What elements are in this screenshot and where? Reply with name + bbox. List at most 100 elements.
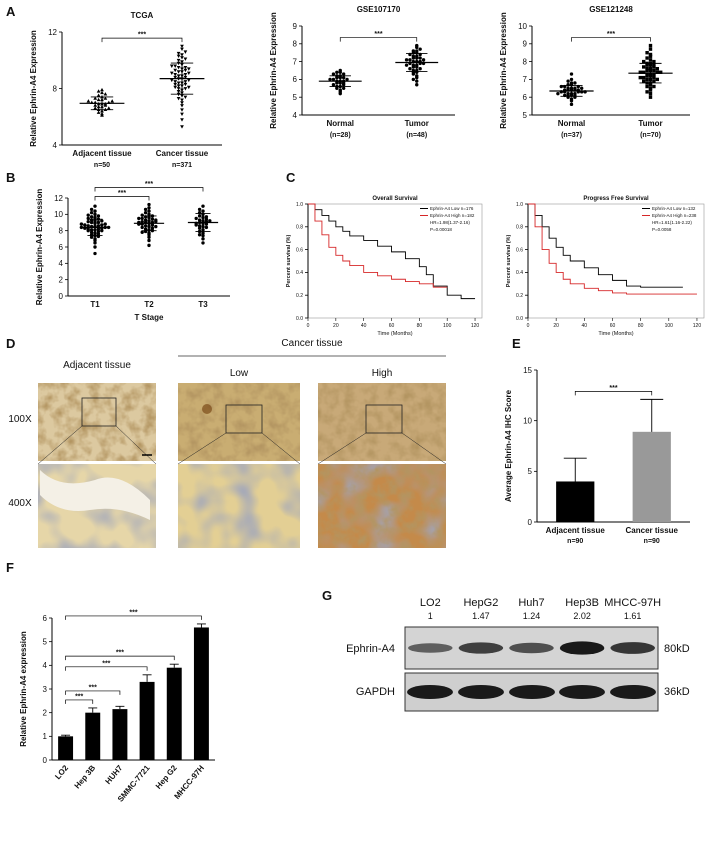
y-tick-label: 0.8 [516,225,523,231]
data-point [150,223,155,227]
data-point [147,212,151,217]
x-tick-label: T1 [90,300,100,309]
data-point [183,95,188,100]
data-point [411,77,416,82]
y-axis-label: Relative Ephrin-A4 Expression [29,30,38,147]
data-point [573,91,577,96]
x-tick-label: 0 [307,323,310,329]
blot-band [509,642,554,654]
x-tick-sublabel: n=371 [172,162,192,169]
data-point [655,67,659,71]
data-point [176,65,181,70]
data-point [89,215,94,219]
blot-size-label: 36kD [664,686,690,698]
data-point [180,104,184,108]
data-point [411,54,416,58]
data-point [580,86,584,91]
y-tick-label: 4 [53,141,58,150]
panel-letter: D [6,336,15,351]
legend-label: Ephrin-A4 Low n=176 [430,206,474,211]
data-point [642,65,646,69]
significance-bracket [65,655,175,661]
data-point [183,80,188,84]
panel-letter: A [6,4,16,19]
data-point [93,237,97,241]
data-point [408,67,412,71]
y-tick-label: 10 [518,22,527,31]
data-point [648,47,653,51]
significance-label: *** [89,684,97,691]
data-point [566,91,570,96]
data-point [89,207,94,212]
data-point [176,87,181,91]
y-tick-label: 0.2 [296,293,303,299]
y-tick-label: 5 [528,467,533,476]
y-axis-label: Relative Ephrin-A4 Expression [269,12,278,129]
data-point [83,223,87,227]
data-point [183,68,188,73]
ihc-texture [318,464,446,548]
data-point [183,87,188,91]
data-point [655,70,659,74]
bar [112,709,128,760]
blot-band [610,642,655,654]
annotation: P=0.0058 [652,227,672,232]
ihc-texture [38,383,156,461]
x-tick-label: 100 [665,323,674,329]
data-point [147,235,151,239]
data-point [147,231,151,235]
chart-title: GSE107170 [357,5,401,14]
data-point [173,85,178,90]
data-point [173,64,178,68]
y-tick-label: 5 [43,637,48,646]
x-tick-label: 120 [693,323,702,329]
data-point [652,63,656,67]
significance-bracket [574,391,653,396]
x-tick-label: 80 [638,323,644,329]
data-point [183,73,188,77]
data-point [96,97,101,102]
error-bar [141,215,157,232]
data-point [180,44,184,49]
ihc-vessel [40,470,150,520]
y-tick-label: 3 [43,685,48,694]
data-point [89,235,94,239]
x-tick-label: Cancer tissue [626,526,679,535]
data-point [173,68,178,73]
data-point [169,78,174,83]
annotation: HR=1.61(1.16-2.22) [652,220,692,225]
y-tick-label: 2 [59,275,64,284]
x-tick-label: Hep G2 [154,763,179,791]
ihc-spot [202,404,212,414]
data-point [573,81,577,85]
data-point [169,64,174,68]
data-point [96,224,101,228]
data-point [204,215,209,219]
data-point [103,96,108,100]
y-tick-label: 15 [523,366,532,375]
blot-band [559,641,605,655]
data-point [183,75,188,80]
error-bar [88,707,98,713]
data-point [176,97,181,101]
zoom-guides [37,397,447,465]
data-point [204,222,209,226]
data-point [143,207,148,212]
panel-letter: B [6,170,15,185]
data-point [110,99,115,103]
error-bar [196,623,206,628]
error-bar [142,674,152,682]
data-point [648,58,653,62]
y-axis-label: Average Ephrin-A4 IHC Score [504,389,513,502]
y-tick-label: 12 [48,28,57,37]
x-tick-sublabel: n=90 [644,538,660,545]
annotation: P=0.00018 [430,227,452,232]
y-tick-label: 12 [54,194,63,203]
y-tick-label: 0.0 [516,316,523,322]
data-point [652,84,656,89]
y-axis-label: Relative Ephrin-A4 expression [19,631,28,747]
data-point [186,85,191,90]
y-tick-label: 7 [523,75,528,84]
data-point [100,219,104,223]
